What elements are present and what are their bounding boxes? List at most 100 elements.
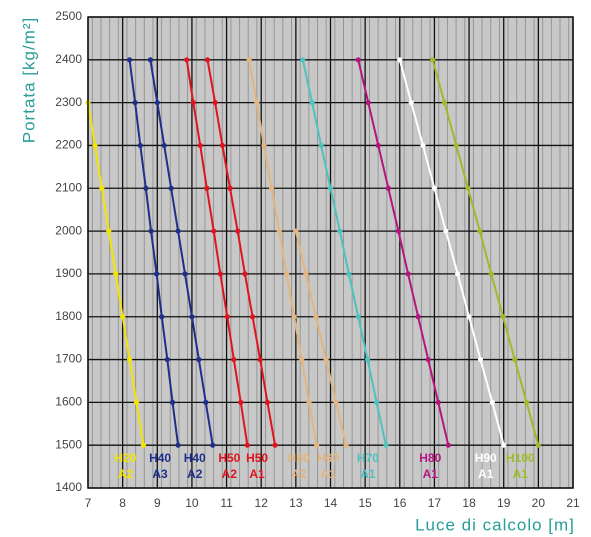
data-point <box>137 142 143 149</box>
y-tick-label: 1600 <box>55 395 82 409</box>
data-point <box>197 142 203 149</box>
data-point <box>126 57 133 63</box>
x-tick-label: 10 <box>185 496 199 510</box>
x-tick-label: 8 <box>119 496 126 510</box>
x-tick-label: 12 <box>255 496 269 510</box>
data-point <box>373 399 380 405</box>
data-point <box>453 142 459 149</box>
data-point <box>445 442 451 448</box>
data-point <box>535 442 541 448</box>
data-point <box>242 271 248 277</box>
data-point <box>224 314 230 320</box>
data-point <box>120 314 126 320</box>
x-tick-label: 15 <box>358 496 372 510</box>
data-point <box>175 442 181 448</box>
data-point <box>383 442 389 448</box>
data-point <box>306 399 312 405</box>
data-point <box>420 142 426 149</box>
data-point <box>175 228 181 234</box>
data-point <box>217 271 223 277</box>
series-label: A1 <box>320 467 336 481</box>
data-point <box>405 271 411 277</box>
data-point <box>249 314 256 320</box>
x-tick-label: 20 <box>532 496 546 510</box>
data-point <box>337 228 343 234</box>
data-point <box>501 442 507 448</box>
data-point <box>133 399 140 405</box>
data-point <box>211 228 217 234</box>
series-label: H90 <box>475 451 497 465</box>
y-tick-label: 2200 <box>55 138 82 152</box>
series-label: A2 <box>187 467 203 481</box>
data-point <box>254 100 260 106</box>
x-tick-label: 13 <box>289 496 303 510</box>
data-point <box>466 314 472 320</box>
data-point <box>132 100 138 106</box>
series-line <box>149 59 214 446</box>
series-label: A1 <box>513 467 529 481</box>
series-line <box>431 59 540 446</box>
x-tick-label: 11 <box>220 496 233 510</box>
data-point <box>92 142 98 149</box>
data-point <box>153 271 160 277</box>
series-line <box>185 59 249 446</box>
series-line <box>128 59 180 446</box>
data-point <box>161 142 167 149</box>
data-point <box>147 57 153 63</box>
data-point <box>523 399 530 405</box>
data-point <box>395 228 401 234</box>
series-label: A2 <box>291 467 307 481</box>
data-point <box>154 100 160 106</box>
data-point <box>435 399 441 405</box>
x-tick-label: 18 <box>462 496 476 510</box>
data-point <box>203 399 209 405</box>
data-point <box>126 356 133 363</box>
data-point <box>415 314 421 320</box>
series-label: A1 <box>360 467 376 481</box>
y-tick-label: 1800 <box>55 309 82 323</box>
series-label: H60 <box>317 451 339 465</box>
data-point <box>204 57 211 63</box>
data-point <box>430 57 436 63</box>
series-line <box>248 59 318 446</box>
series-label: A2 <box>222 467 238 481</box>
series-line <box>301 59 387 446</box>
data-point <box>184 57 190 63</box>
data-point <box>204 185 210 191</box>
data-point <box>465 185 471 191</box>
data-point <box>477 356 484 363</box>
data-point <box>327 185 334 191</box>
data-point <box>99 185 105 191</box>
data-point <box>106 228 112 234</box>
data-point <box>143 185 149 191</box>
series-label: H40 <box>149 451 171 465</box>
data-point <box>303 271 309 277</box>
data-point <box>244 442 250 448</box>
data-point <box>397 57 403 63</box>
data-point <box>182 271 188 277</box>
data-point <box>364 356 371 363</box>
series-line <box>398 59 505 446</box>
data-point <box>500 314 506 320</box>
series-line <box>357 59 450 446</box>
x-tick-label: 16 <box>393 496 407 510</box>
series-label: H80 <box>419 451 441 465</box>
data-point <box>276 228 282 234</box>
data-point <box>365 100 371 106</box>
data-point <box>235 228 241 234</box>
data-point <box>489 399 495 405</box>
data-point <box>333 399 339 405</box>
y-tick-label: 2300 <box>55 95 82 109</box>
series-label: H40 <box>184 451 206 465</box>
series-label: H70 <box>357 451 379 465</box>
data-point <box>227 185 233 191</box>
y-tick-label: 1500 <box>55 437 82 451</box>
data-point <box>212 100 218 106</box>
y-tick-label: 2100 <box>55 180 82 194</box>
series-label: H50 <box>218 451 240 465</box>
data-point <box>343 442 349 448</box>
data-point <box>269 185 275 191</box>
data-point <box>299 356 305 363</box>
data-point <box>283 271 290 277</box>
data-point <box>309 100 315 106</box>
